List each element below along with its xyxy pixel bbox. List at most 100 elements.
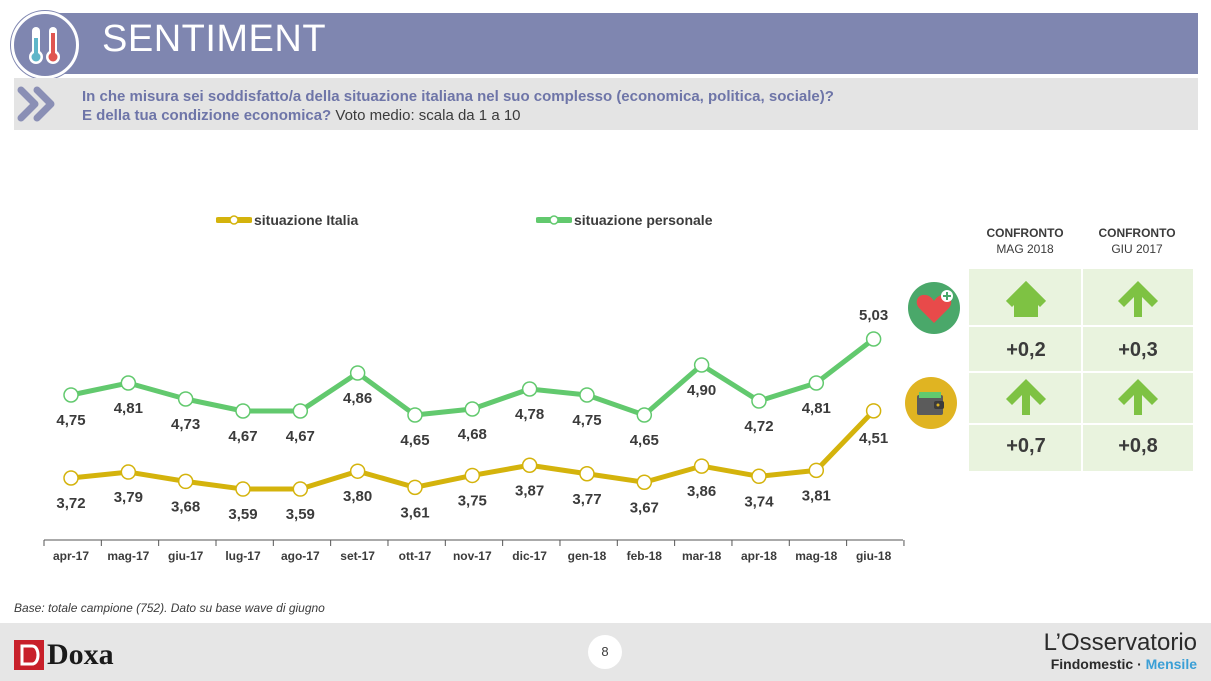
compare-header-mag2018-sub: MAG 2018	[996, 242, 1054, 256]
data-point	[751, 393, 767, 409]
arrow-up-icon	[1118, 281, 1158, 317]
arrow-up-icon	[1006, 281, 1046, 317]
data-point	[464, 401, 481, 417]
data-point	[407, 479, 423, 496]
compare-header-mag2018: CONFRONTO MAG 2018	[970, 225, 1080, 257]
data-point	[235, 481, 251, 497]
x-tick-label: mag-17	[107, 549, 149, 563]
data-point	[693, 357, 710, 373]
delta-personale-giu2017: +0,3	[1118, 339, 1158, 361]
data-label: 4,75	[572, 412, 601, 429]
data-label: 4,75	[56, 412, 85, 429]
x-tick-label: gen-18	[568, 549, 607, 563]
data-label: 4,72	[744, 418, 773, 435]
data-point	[521, 381, 538, 397]
comparison-panel: +0,2 +0,3 +0,7 +0,8	[969, 269, 1193, 471]
data-label: 4,78	[515, 406, 544, 423]
data-point	[693, 458, 710, 474]
data-label: 4,73	[171, 416, 200, 433]
data-label: 3,59	[228, 506, 257, 523]
legend-label-italia: situazione Italia	[254, 212, 359, 228]
x-tick-label: giu-17	[168, 549, 204, 563]
osservatorio-logo: L’Osservatorio Findomestic · Mensile	[1043, 629, 1197, 673]
data-label: 3,77	[572, 491, 601, 508]
data-point	[865, 403, 882, 419]
x-tick-label: giu-18	[856, 549, 892, 563]
osservatorio-subtitle: Findomestic · Mensile	[1044, 656, 1197, 672]
compare-header-giu2017: CONFRONTO GIU 2017	[1082, 225, 1192, 257]
x-tick-label: feb-18	[627, 549, 663, 563]
data-label: 3,81	[802, 487, 831, 504]
x-tick-label: mar-18	[682, 549, 722, 563]
data-point	[177, 391, 194, 407]
data-label: 4,65	[400, 432, 429, 449]
data-label: 3,80	[343, 488, 372, 505]
findomestic-text: Findomestic ·	[1050, 656, 1146, 672]
x-tick-label: apr-18	[741, 549, 777, 563]
comparison-grid	[969, 269, 1193, 471]
data-point	[349, 463, 366, 479]
doxa-brand-text: Doxa	[47, 638, 114, 671]
mensile-text: Mensile	[1145, 656, 1197, 672]
data-point	[407, 407, 423, 423]
data-label: 4,51	[859, 430, 888, 447]
arrow-up-icon	[1118, 379, 1158, 415]
data-point	[292, 403, 309, 419]
wallet-icon	[905, 377, 957, 429]
data-point	[63, 470, 79, 486]
data-label: 3,74	[744, 493, 774, 510]
doxa-mark-icon	[14, 640, 44, 670]
data-point	[636, 474, 653, 490]
arrow-up-icon	[1006, 379, 1046, 415]
data-point	[120, 464, 137, 480]
question-subtext: E della tua condizione economica? Voto m…	[82, 107, 521, 124]
data-point	[521, 457, 538, 473]
question-text: In che misura sei soddisfatto/a della si…	[82, 88, 834, 105]
x-tick-label: apr-17	[53, 549, 89, 563]
question-subtext-bold: E della tua condizione economica?	[82, 107, 332, 124]
question-subtext-rest: Voto medio: scala da 1 a 10	[331, 107, 521, 124]
delta-italia-giu2017: +0,8	[1118, 435, 1158, 457]
data-point	[464, 467, 481, 484]
data-point	[636, 407, 653, 423]
data-label: 3,59	[286, 506, 315, 523]
data-label: 3,75	[458, 492, 487, 509]
data-label: 3,67	[630, 499, 659, 516]
data-point	[808, 462, 825, 479]
compare-header-giu2017-sub: GIU 2017	[1111, 242, 1163, 256]
doxa-logo: Doxa	[14, 638, 114, 672]
legend-line-italia	[216, 215, 252, 225]
compare-header-giu2017-title: CONFRONTO	[1098, 226, 1176, 240]
x-tick-label: ott-17	[399, 549, 432, 563]
data-label: 3,68	[171, 498, 200, 515]
data-point	[235, 403, 251, 419]
data-point	[292, 481, 309, 497]
x-tick-label: ago-17	[281, 549, 320, 563]
page-number: 8	[588, 635, 622, 669]
data-label: 4,86	[343, 390, 372, 407]
data-label: 4,67	[286, 428, 315, 445]
data-point	[177, 473, 194, 490]
x-tick-label: mag-18	[795, 549, 837, 563]
data-point	[579, 466, 595, 482]
data-label: 4,67	[228, 428, 257, 445]
compare-header-mag2018-title: CONFRONTO	[986, 226, 1064, 240]
x-tick-label: dic-17	[512, 549, 547, 563]
legend-item-personale: situazione personale	[536, 212, 712, 228]
legend-line-personale	[536, 215, 572, 225]
legend-label-personale: situazione personale	[574, 212, 713, 228]
data-point	[349, 365, 366, 381]
footnote: Base: totale campione (752). Dato su bas…	[14, 601, 325, 615]
data-label: 5,03	[859, 307, 888, 324]
data-label: 3,86	[687, 483, 716, 500]
header-bar	[55, 13, 1198, 74]
delta-italia-mag2018: +0,7	[1006, 435, 1046, 457]
data-label: 3,87	[515, 482, 544, 499]
page-title: SENTIMENT	[102, 18, 327, 60]
data-label: 4,90	[687, 382, 716, 399]
osservatorio-title: L’Osservatorio	[1043, 629, 1197, 656]
data-point	[808, 375, 825, 391]
data-point	[120, 375, 137, 391]
data-label: 3,61	[400, 504, 429, 521]
